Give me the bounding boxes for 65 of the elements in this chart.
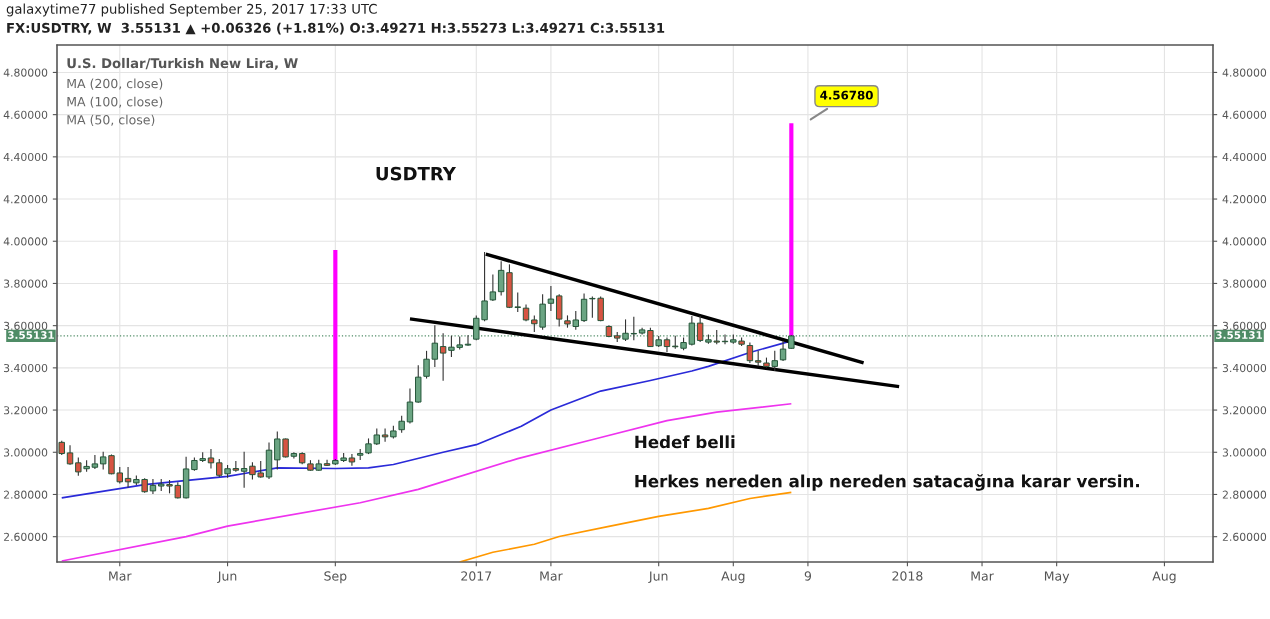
y-tick-label: 3.00000 (4, 448, 48, 457)
x-tick-label: Mar (109, 571, 132, 581)
y-tick-label: 3.60000 (4, 321, 48, 330)
text: 3.55131 (7, 331, 54, 339)
y-tick-label: 4.40000 (3, 152, 48, 162)
x-tick-label: Aug (1152, 571, 1176, 584)
candlestick (746, 342, 754, 363)
y2-tick-label: 4.80000 (1222, 68, 1267, 77)
candlestick (464, 335, 472, 346)
y-tick-label: 2.80000 (3, 490, 48, 499)
candlestick (779, 340, 787, 362)
y-tick-label: 4.60000 (3, 110, 48, 119)
x-tick-label: Jun (217, 571, 237, 584)
x-tick-label: Sep (324, 571, 347, 584)
candlestick (66, 445, 74, 465)
y2-tick-label: 3.00000 (1222, 448, 1267, 457)
annotation: Hedef belli (635, 435, 735, 449)
annotation: MA (200, close) (67, 78, 163, 90)
y2-tick-label: 3.60000 (1222, 321, 1267, 330)
y-tick-label: 3.80000 (4, 279, 48, 288)
chart-title: galaxytime77 published September 25, 2017 17:33 UTC (6, 3, 377, 17)
y-tick-label: 2.60000 (3, 532, 48, 541)
y2-tick-label: 2.80000 (1222, 490, 1267, 499)
y-tick-label: 3.20000 (4, 406, 48, 415)
candlestick (663, 337, 671, 352)
candlestick (323, 459, 331, 467)
chart-subtitle: FX:USDTRY, W 3.55131 ▲ +0.06326 (+1.81%) O:3.49271 H:3.55273 L:3.49271 C:3.55131 (7, 22, 665, 35)
candlestick (547, 286, 555, 312)
y2-tick-label: 4.20000 (1222, 195, 1267, 204)
candlestick (555, 294, 563, 327)
candlestick (207, 448, 215, 469)
x-tick-label: Mar (971, 571, 994, 581)
y-tick-label: 4.80000 (3, 68, 48, 77)
x-tick-label: Mar (540, 571, 563, 581)
annotation: Herkes nereden alıp nereden satacağına karar versin. (635, 474, 1139, 491)
candlestick (149, 478, 157, 494)
candlestick (580, 293, 588, 322)
x-tick-label: 9 (804, 571, 812, 581)
y2-tick-label: 4.00000 (1222, 237, 1267, 246)
candlestick (406, 388, 414, 424)
x-tick-label: 2017 (461, 571, 492, 581)
y2-tick-label: 4.60000 (1222, 110, 1267, 119)
y-tick-label: 4.00000 (3, 237, 48, 246)
candlestick (91, 455, 99, 470)
annotation: MA (100, close) (67, 96, 163, 108)
candlestick (290, 452, 298, 459)
x-tick-label: May (1044, 571, 1070, 584)
x-tick-label: 2018 (892, 571, 923, 581)
y2-tick-label: 3.80000 (1222, 279, 1267, 288)
candlestick (348, 454, 356, 466)
y2-tick-label: 3.20000 (1222, 406, 1267, 415)
candlestick (381, 428, 389, 442)
annotation: USDTRY (376, 166, 457, 181)
y2-tick-label: 4.40000 (1222, 152, 1267, 162)
annotation: 4.56780 (820, 90, 873, 100)
y-tick-label: 3.40000 (4, 363, 48, 373)
y2-tick-label: 2.60000 (1222, 532, 1267, 541)
ref-line-label: 3.55131 (1216, 331, 1263, 339)
y-tick-label: 4.20000 (3, 195, 48, 204)
x-tick-label: Aug (721, 571, 745, 584)
y2-tick-label: 3.40000 (1222, 363, 1267, 373)
annotation: MA (50, close) (67, 114, 155, 126)
x-tick-label: Jun (648, 571, 668, 584)
candlestick (439, 333, 447, 381)
annotation: U.S. Dollar/Turkish New Lira, W (67, 57, 298, 70)
